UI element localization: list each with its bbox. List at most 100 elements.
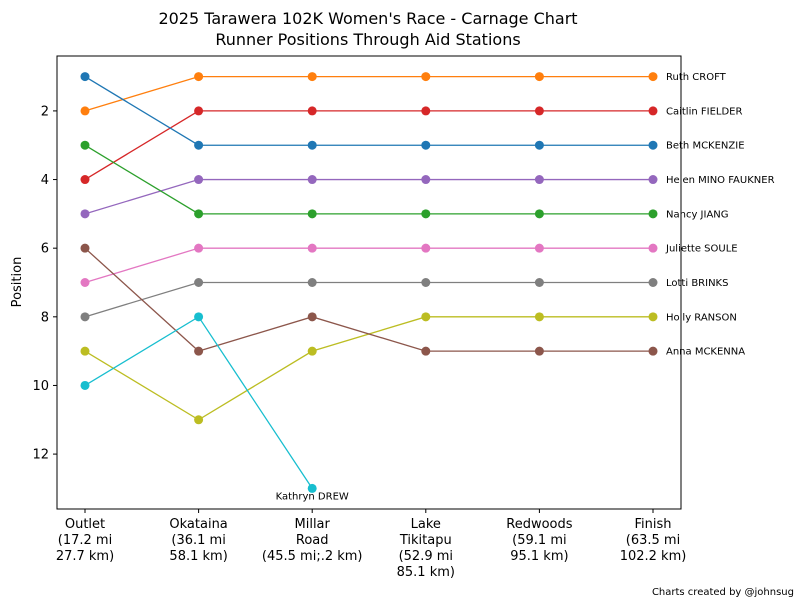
data-point [421,72,431,82]
series-line [84,75,653,112]
data-point [534,346,544,356]
data-point [194,312,204,322]
data-point [307,106,317,116]
series-label: Juliette SOULE [665,244,738,255]
data-point [534,312,544,322]
chart-subtitle: Runner Positions Through Aid Stations [215,30,520,49]
data-point [307,278,317,287]
data-point [648,140,658,150]
data-point [648,278,658,287]
y-tick-label: 4 [41,173,49,188]
series-label: Lotti BRINKS [666,278,728,289]
x-tick-label: Redwoods (59.1 mi 95.1 km) [506,517,572,564]
data-point [648,175,658,185]
data-point [421,175,431,185]
series-caitlin-fielder [80,106,658,185]
data-point [534,243,544,253]
data-point [80,312,90,322]
y-tick-label: 12 [32,448,49,463]
series-holly-ranson [80,312,658,425]
chart-credit: Charts created by @johnsug [652,587,794,598]
data-point [307,243,317,253]
series-label: Beth MCKENZIE [666,141,745,152]
data-point [648,209,658,219]
x-tick-label: Outlet (17.2 mi 27.7 km) [56,517,114,564]
data-point [194,346,204,356]
series-line [84,281,653,318]
series-line [84,144,653,215]
series-beth-mckenzie [80,72,658,150]
data-point [534,209,544,219]
data-point [194,106,204,116]
y-tick-label: 8 [41,310,49,325]
series-kathryn-drew [80,312,317,493]
y-tick-label: 2 [41,104,49,119]
data-point [421,346,431,356]
series-ruth-croft [80,72,658,116]
series-nancy-jiang [80,140,658,219]
data-point [421,312,431,322]
data-point [648,243,658,253]
data-point [307,346,317,356]
series-line [84,76,653,146]
data-point [534,175,544,185]
data-point [80,140,90,150]
data-point [194,278,204,287]
data-point [80,209,90,219]
x-tick-label: Finish (63.5 mi 102.2 km) [620,517,687,564]
data-point [194,209,204,219]
series-labels: Ruth CROFT Caitlin FIELDER Beth MCKENZIE He… [276,72,775,502]
data-point [80,278,90,287]
data-point [421,243,431,253]
data-point [194,140,204,150]
data-point [194,243,204,253]
data-point [534,72,544,82]
y-tick-label: 6 [41,242,49,257]
series-label: Helen MINO FAUKNER [666,175,775,186]
data-point [421,106,431,116]
data-point [80,346,90,356]
data-point [421,140,431,150]
data-point [648,312,658,322]
series-line [84,316,653,421]
series-label: Caitlin FIELDER [666,106,742,117]
plot-frame [56,55,682,510]
data-point [80,380,90,390]
data-point [307,140,317,150]
data-point [534,106,544,116]
series-line [84,247,653,284]
series-line [84,247,653,352]
data-point [80,106,90,116]
series-label: Nancy JIANG [666,209,729,220]
series-lotti-brinks [80,278,658,322]
chart-title: 2025 Tarawera 102K Women's Race - Carnag… [158,9,577,28]
data-point [421,278,431,287]
y-axis: 2 4 6 8 10 12 [32,104,57,463]
data-point [307,483,317,493]
x-tick-label: Okataina (36.1 mi 58.1 km) [169,517,227,564]
x-tick-label: Lake Tikitapu (52.9 mi 85.1 km) [397,517,455,580]
series-label: Ruth CROFT [666,72,727,83]
data-point [80,243,90,253]
y-axis-label: Position [10,257,25,308]
data-point [307,209,317,219]
data-point [194,72,204,82]
series-layer [80,72,658,493]
series-label: Holly RANSON [666,312,737,323]
x-tick-label: Millar Road (45.5 mi;.2 km) [262,517,363,564]
data-point [648,72,658,82]
data-point [194,175,204,185]
series-anna-mckenna [80,243,658,356]
data-point [80,175,90,185]
y-tick-label: 10 [32,379,49,394]
data-point [534,140,544,150]
data-point [307,72,317,82]
series-helen-mino-faukner [80,175,658,219]
data-point [307,175,317,185]
data-point [534,278,544,287]
x-axis: Outlet (17.2 mi 27.7 km) Okataina (36.1 mi 58… [56,509,686,580]
series-label: Anna MCKENNA [666,347,745,358]
data-point [194,415,204,425]
series-juliette-soule [80,243,658,287]
